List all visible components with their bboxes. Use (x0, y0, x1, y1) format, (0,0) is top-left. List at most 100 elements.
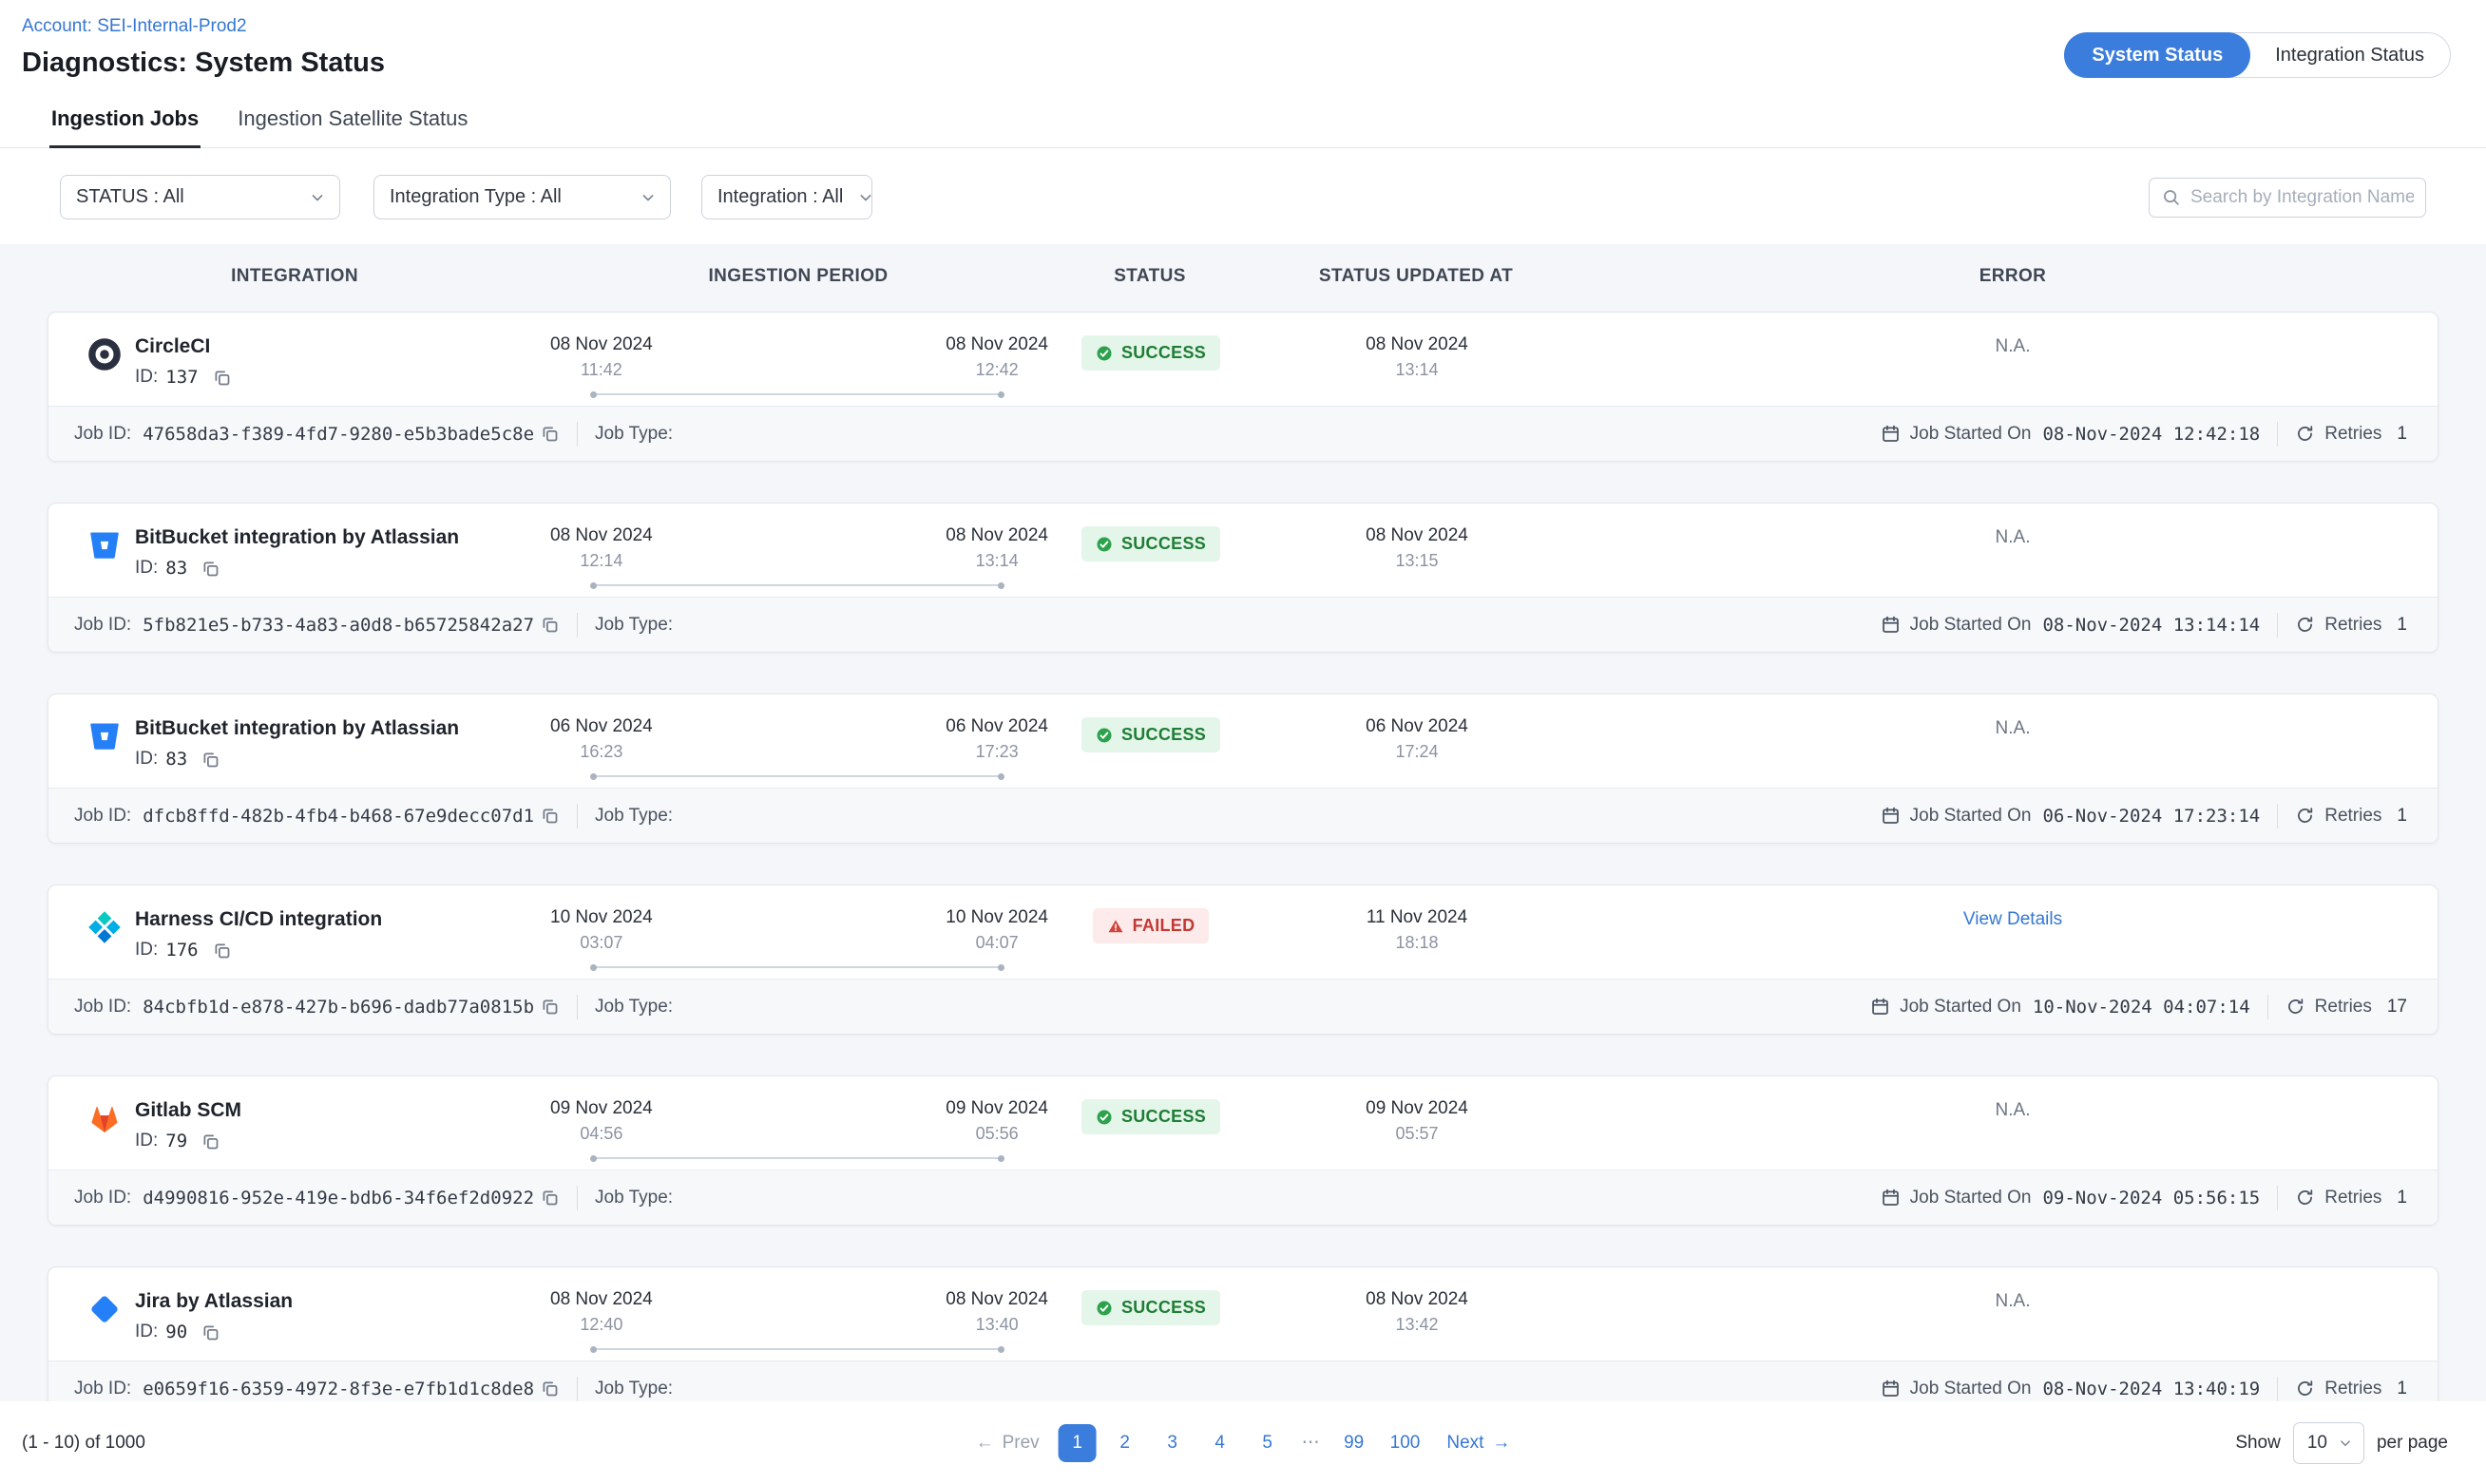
pagination-ellipsis[interactable]: ⋯ (1301, 1433, 1320, 1453)
success-check-icon (1097, 537, 1112, 551)
period-start-date: 08 Nov 2024 (550, 334, 653, 354)
integration-type-filter-value: Integration Type : All (390, 186, 562, 207)
integration-name: Jira by Atlassian (135, 1290, 294, 1312)
id-label: ID: (135, 558, 159, 578)
retries-label: Retries (2324, 1187, 2382, 1208)
copy-icon[interactable] (201, 559, 220, 579)
integration-status-toggle[interactable]: Integration Status (2249, 33, 2450, 77)
job-id-value: e0659f16-6359-4972-8f3e-e7fb1d1c8de8 (143, 1378, 535, 1399)
retries-count: 1 (2397, 614, 2407, 635)
page-button-100[interactable]: 100 (1389, 1432, 1421, 1453)
integration-id: 137 (165, 367, 199, 388)
retries-icon (2295, 424, 2315, 444)
job-card-circleci: CircleCI ID: 137 08 Nov 2024 11:42 08 Nov… (48, 312, 2438, 462)
tab-ingestion-jobs[interactable]: Ingestion Jobs (49, 106, 201, 148)
job-id-label: Job ID: (74, 805, 132, 826)
job-started-label: Job Started On (1909, 1187, 2032, 1208)
bitbucket-icon (86, 527, 123, 563)
calendar-icon (1881, 424, 1901, 444)
system-status-toggle[interactable]: System Status (2064, 32, 2251, 78)
page-button-4[interactable]: 4 (1214, 1432, 1225, 1453)
period-progress-track (590, 390, 1004, 399)
chevron-down-icon (312, 194, 323, 200)
divider (2277, 421, 2279, 447)
page-title: Diagnostics: System Status (22, 48, 385, 78)
period-progress-track (590, 581, 1004, 590)
copy-icon[interactable] (540, 806, 560, 826)
divider (577, 994, 579, 1019)
retries-icon (2295, 1188, 2315, 1208)
per-page-select[interactable]: 10 (2292, 1421, 2364, 1464)
ingestion-period: 08 Nov 2024 12:40 08 Nov 2024 13:40 (543, 1267, 1056, 1360)
harness-icon (86, 909, 123, 945)
copy-icon[interactable] (212, 941, 232, 961)
job-card-bitbucket: BitBucket integration by Atlassian ID: 8… (48, 503, 2438, 653)
copy-icon[interactable] (540, 424, 560, 444)
divider (2277, 1185, 2279, 1210)
retries-count: 1 (2397, 423, 2407, 444)
copy-icon[interactable] (540, 997, 560, 1017)
status-text: SUCCESS (1120, 343, 1207, 362)
integration-filter-dropdown[interactable]: Integration : All (701, 175, 872, 219)
error-value: N.A. (1995, 718, 2031, 738)
status-updated-at: 11 Nov 2024 18:18 (1366, 907, 1468, 952)
retries-count: 1 (2397, 805, 2407, 826)
status-text: SUCCESS (1120, 1107, 1207, 1126)
status-filter-dropdown[interactable]: STATUS : All (60, 175, 340, 219)
job-row-main: Jira by Atlassian ID: 90 08 Nov 2024 12:4… (48, 1267, 2438, 1360)
copy-icon[interactable] (201, 1132, 220, 1151)
divider (577, 1376, 579, 1401)
divider (577, 1185, 579, 1210)
retries-icon (2295, 615, 2315, 635)
per-page-value: 10 (2306, 1432, 2327, 1453)
copy-icon[interactable] (540, 1188, 560, 1208)
copy-icon[interactable] (540, 615, 560, 635)
status-updated-at: 09 Nov 2024 05:57 (1366, 1098, 1468, 1143)
id-label: ID: (135, 940, 159, 960)
copy-icon[interactable] (540, 1379, 560, 1398)
chevron-down-icon (860, 194, 871, 200)
page-button-5[interactable]: 5 (1262, 1432, 1272, 1453)
next-page-button[interactable]: Next → (1446, 1432, 1511, 1453)
job-row-main: BitBucket integration by Atlassian ID: 8… (48, 694, 2438, 788)
results-range: (1 - 10) of 1000 (22, 1432, 145, 1453)
calendar-icon (1870, 997, 1890, 1017)
retries-label: Retries (2324, 1378, 2382, 1398)
status-updated-at: 06 Nov 2024 17:24 (1366, 716, 1468, 761)
job-started-value: 06-Nov-2024 17:23:14 (2042, 805, 2261, 827)
copy-icon[interactable] (201, 750, 220, 770)
copy-icon[interactable] (212, 368, 232, 388)
id-label: ID: (135, 367, 159, 387)
integration-type-filter-dropdown[interactable]: Integration Type : All (373, 175, 671, 219)
id-label: ID: (135, 1131, 159, 1151)
status-updated-at: 08 Nov 2024 13:42 (1366, 1289, 1468, 1334)
job-started-label: Job Started On (1909, 614, 2032, 635)
retries-count: 1 (2397, 1187, 2407, 1208)
search-input[interactable] (2190, 186, 2414, 208)
status-badge: SUCCESS (1080, 1290, 1221, 1325)
copy-icon[interactable] (201, 1322, 220, 1342)
job-id-value: 84cbfb1d-e878-427b-b696-dadb77a0815b (143, 996, 535, 1018)
page-button-3[interactable]: 3 (1167, 1432, 1177, 1453)
job-id-label: Job ID: (74, 423, 132, 444)
per-page-label: per page (2376, 1432, 2448, 1453)
tab-ingestion-satellite-status[interactable]: Ingestion Satellite Status (238, 106, 469, 130)
page-button-1[interactable]: 1 (1058, 1423, 1097, 1462)
integration-search (2149, 177, 2426, 218)
job-card-bitbucket: BitBucket integration by Atlassian ID: 8… (48, 694, 2438, 844)
page-button-99[interactable]: 99 (1344, 1432, 1365, 1453)
account-breadcrumb-link[interactable]: Account: SEI-Internal-Prod2 (22, 16, 247, 36)
gitlab-icon (86, 1100, 123, 1136)
page-button-2[interactable]: 2 (1119, 1432, 1130, 1453)
prev-page-button[interactable]: ← Prev (975, 1432, 1040, 1453)
job-row-main: CircleCI ID: 137 08 Nov 2024 11:42 08 Nov… (48, 313, 2438, 406)
prev-arrow-icon: ← (975, 1432, 994, 1453)
ingestion-period: 08 Nov 2024 11:42 08 Nov 2024 12:42 (543, 313, 1056, 406)
page-header: Account: SEI-Internal-Prod2 Diagnostics:… (0, 0, 2486, 80)
view-details-link[interactable]: View Details (1962, 909, 2063, 929)
job-type-label: Job Type: (595, 614, 674, 635)
success-check-icon (1097, 1110, 1112, 1124)
chevron-down-icon (2341, 1439, 2350, 1446)
status-badge: SUCCESS (1080, 1099, 1221, 1134)
integration-id: 79 (165, 1131, 188, 1151)
